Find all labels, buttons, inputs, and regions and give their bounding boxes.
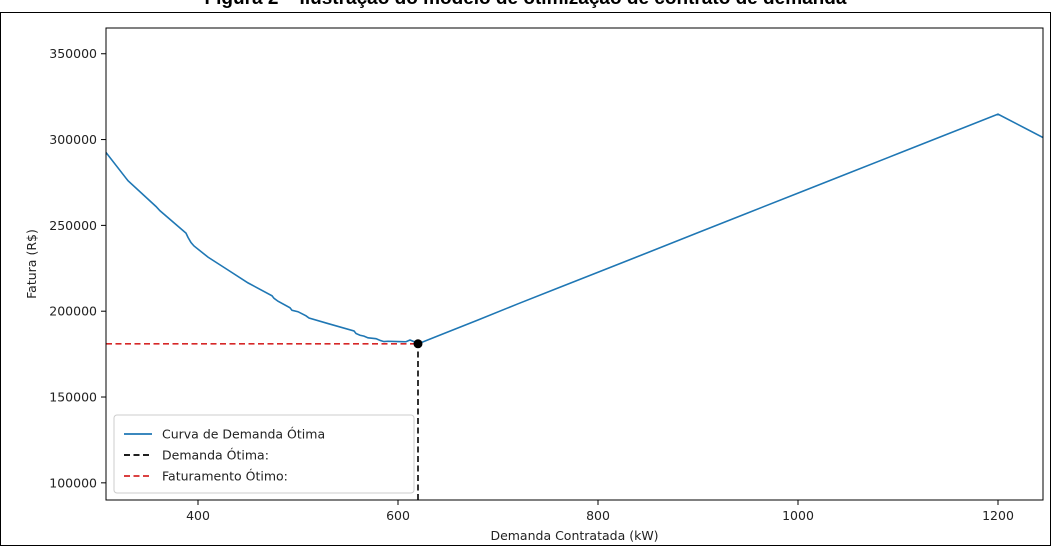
figure-title: Figura 2 – Ilustração do modelo de otimi… <box>0 0 1051 10</box>
plot-area: 400 600 800 1000 1200 100000 150000 200000 25000… <box>49 27 1044 523</box>
x-axis-label: Demanda Contratada (kW) <box>490 528 658 543</box>
legend-label: Curva de Demanda Ótima <box>162 427 325 442</box>
y-axis-label: Fatura (R$) <box>24 229 39 299</box>
axes-frame <box>105 27 1044 501</box>
legend-box <box>113 414 415 494</box>
y-tick-label: 200000 <box>49 304 97 319</box>
y-tick-label: 100000 <box>49 475 97 490</box>
y-tick-label: 350000 <box>49 46 97 61</box>
legend-label: Demanda Ótima: <box>162 448 269 463</box>
x-tick-label: 600 <box>386 508 410 523</box>
y-tick-label: 150000 <box>49 390 97 405</box>
optimum-point-marker <box>413 339 423 349</box>
y-tick-label: 250000 <box>49 218 97 233</box>
series-line-1 <box>106 113 1043 345</box>
y-tick-label: 300000 <box>49 132 97 147</box>
legend: Curva de Demanda Ótima Demanda Ótima: Fatu… <box>113 414 415 494</box>
x-tick-label: 1000 <box>782 508 814 523</box>
x-tick-label: 800 <box>586 508 610 523</box>
x-tick-label: 400 <box>186 508 210 523</box>
x-tick-label: 1200 <box>982 508 1014 523</box>
legend-label: Faturamento Ótimo: <box>162 469 288 484</box>
